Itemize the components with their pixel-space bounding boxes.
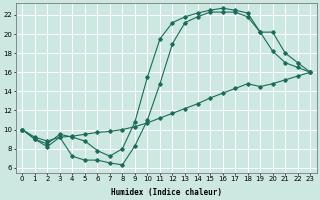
X-axis label: Humidex (Indice chaleur): Humidex (Indice chaleur) <box>111 188 222 197</box>
